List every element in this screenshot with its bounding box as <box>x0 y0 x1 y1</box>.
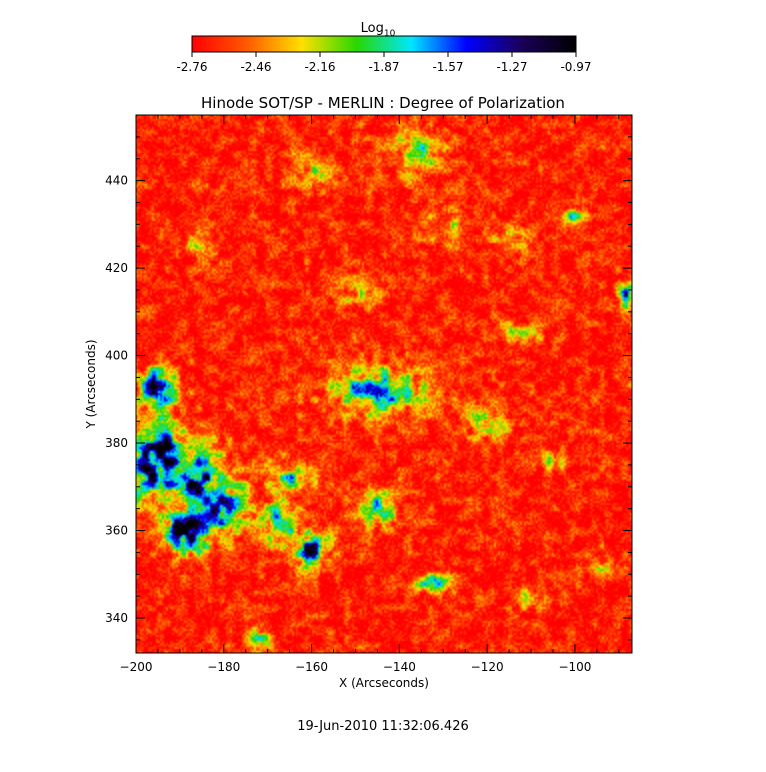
x-tick-label: −120 <box>471 660 504 674</box>
colorbar <box>191 35 577 53</box>
x-axis: −200 −180 −160 −140 −120 −100 <box>120 115 620 674</box>
plot-frame <box>135 114 633 654</box>
y-tick-label: 440 <box>105 174 128 188</box>
x-tick-label: −160 <box>295 660 328 674</box>
x-tick-label: −200 <box>120 660 153 674</box>
colorbar-ticks: -2.76 -2.46 -2.16 -1.87 -1.57 -1.27 -0.97 <box>176 52 592 74</box>
y-axis: 340 360 380 400 420 440 <box>105 114 632 641</box>
y-tick-label: 400 <box>105 349 128 363</box>
colorbar-tick-label: -1.57 <box>432 60 463 74</box>
colorbar-tick-label: -0.97 <box>560 60 591 74</box>
x-tick-label: −140 <box>383 660 416 674</box>
colorbar-tick-label: -2.16 <box>304 60 335 74</box>
y-tick-label: 380 <box>105 436 128 450</box>
polarization-heatmap <box>136 115 632 653</box>
y-tick-label: 340 <box>105 611 128 625</box>
x-axis-label: X (Arcseconds) <box>339 676 429 690</box>
y-tick-label: 420 <box>105 261 128 275</box>
x-tick-label: −100 <box>558 660 591 674</box>
timestamp: 19-Jun-2010 11:32:06.426 <box>297 719 469 734</box>
y-tick-label: 360 <box>105 524 128 538</box>
colorbar-tick-label: -2.76 <box>176 60 207 74</box>
colorbar-tick-label: -2.46 <box>240 60 271 74</box>
colorbar-label: Log10 <box>361 21 396 39</box>
chart-title: Hinode SOT/SP - MERLIN : Degree of Polar… <box>201 94 565 112</box>
colorbar-tick-label: -1.87 <box>368 60 399 74</box>
y-axis-label: Y (Arcseconds) <box>84 339 98 429</box>
colorbar-tick-label: -1.27 <box>496 60 527 74</box>
x-tick-label: −180 <box>207 660 240 674</box>
